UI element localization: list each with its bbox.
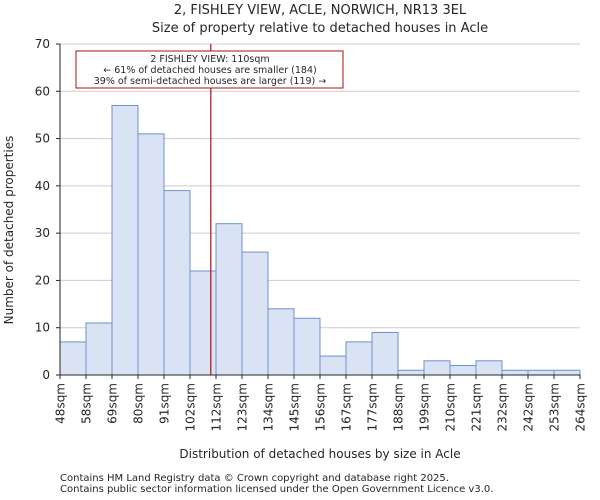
y-tick-label-10: 10 <box>35 321 50 335</box>
x-tick-label-145sqm: 145sqm <box>288 383 302 431</box>
y-tick-label-30: 30 <box>35 226 50 240</box>
histogram-chart: 2, FISHLEY VIEW, ACLE, NORWICH, NR13 3EL… <box>2 3 588 461</box>
annotation-line-2: ← 61% of detached houses are smaller (18… <box>103 65 316 76</box>
x-tick-label-69sqm: 69sqm <box>106 383 120 424</box>
x-tick-label-102sqm: 102sqm <box>184 383 198 431</box>
bar-91sqm <box>163 190 191 376</box>
x-tick-label-48sqm: 48sqm <box>54 383 68 424</box>
x-ticks: 48sqm 58sqm 69sqm 80sqm 91sqm 102sqm 112sqm 123… <box>54 375 588 431</box>
bars <box>59 104 581 376</box>
footer-line-2: Contains public sector information licen… <box>60 484 494 495</box>
bar-242sqm <box>527 369 555 376</box>
x-tick-label-134sqm: 134sqm <box>262 383 276 431</box>
x-tick-label-156sqm: 156sqm <box>314 383 328 431</box>
x-tick-label-167sqm: 167sqm <box>340 383 354 431</box>
y-tick-label-20: 20 <box>35 273 50 287</box>
y-axis-label: Number of detached properties <box>2 136 16 325</box>
chart-title: 2, FISHLEY VIEW, ACLE, NORWICH, NR13 3EL <box>174 3 467 18</box>
y-tick-label-60: 60 <box>35 84 50 98</box>
x-tick-label-242sqm: 242sqm <box>522 383 536 431</box>
x-tick-label-177sqm: 177sqm <box>366 383 380 431</box>
footer-line-1: Contains HM Land Registry data © Crown c… <box>60 473 449 484</box>
bar-156sqm <box>319 355 347 376</box>
x-tick-label-253sqm: 253sqm <box>548 383 562 431</box>
chart-subtitle: Size of property relative to detached ho… <box>152 21 488 36</box>
annotation-box: 2 FISHLEY VIEW: 110sqm ← 61% of detached… <box>75 50 344 89</box>
bar-232sqm <box>501 369 529 376</box>
x-tick-label-210sqm: 210sqm <box>444 383 458 431</box>
annotation-line-3: 39% of semi-detached houses are larger (… <box>94 76 327 87</box>
x-tick-label-199sqm: 199sqm <box>418 383 432 431</box>
bar-188sqm <box>397 369 425 376</box>
y-tick-label-70: 70 <box>35 37 50 51</box>
bar-80sqm <box>137 133 165 376</box>
y-tick-label-40: 40 <box>35 179 50 193</box>
x-tick-label-264sqm: 264sqm <box>574 383 588 431</box>
x-tick-label-232sqm: 232sqm <box>496 383 510 431</box>
bar-134sqm <box>267 308 295 376</box>
y-tick-label-50: 50 <box>35 132 50 146</box>
bar-210sqm <box>449 365 477 376</box>
x-tick-label-188sqm: 188sqm <box>392 383 406 431</box>
x-tick-label-80sqm: 80sqm <box>132 383 146 424</box>
bar-253sqm <box>553 369 581 376</box>
y-tick-label-0: 0 <box>42 368 50 382</box>
annotation-frame <box>75 50 344 89</box>
bar-123sqm <box>241 251 269 376</box>
x-tick-label-58sqm: 58sqm <box>80 383 94 424</box>
x-tick-label-221sqm: 221sqm <box>470 383 484 431</box>
x-tick-label-91sqm: 91sqm <box>158 383 172 424</box>
y-ticks: 0 10 20 30 40 50 60 70 <box>35 37 60 382</box>
bar-167sqm <box>345 341 373 376</box>
annotation-line-1: 2 FISHLEY VIEW: 110sqm <box>150 54 269 65</box>
bar-58sqm <box>85 322 113 376</box>
bar-177sqm <box>371 331 399 376</box>
x-tick-label-112sqm: 112sqm <box>210 383 224 431</box>
bar-102sqm <box>189 270 217 376</box>
bar-112sqm <box>215 223 243 376</box>
bar-69sqm <box>111 104 139 376</box>
bar-199sqm <box>423 360 451 376</box>
x-tick-label-123sqm: 123sqm <box>236 383 250 431</box>
x-axis-label: Distribution of detached houses by size … <box>179 447 460 461</box>
bar-221sqm <box>475 360 503 376</box>
bar-48sqm <box>59 341 87 376</box>
bar-145sqm <box>293 317 321 376</box>
